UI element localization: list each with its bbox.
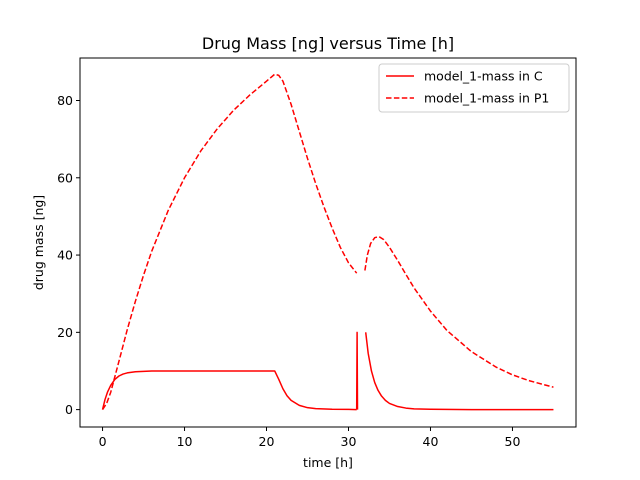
- x-tick-label: 50: [505, 434, 521, 449]
- plot-area-frame: [79, 57, 577, 428]
- legend: model_1-mass in C model_1-mass in P1: [378, 63, 570, 113]
- x-tick-label: 40: [423, 434, 439, 449]
- x-tick-label: 20: [259, 434, 275, 449]
- series-1-line-segment-1: [101, 370, 357, 411]
- legend-box: [378, 63, 570, 113]
- legend-label-c: model_1-mass in C: [424, 69, 543, 84]
- y-axis-label: drug mass [ng]: [31, 195, 46, 290]
- x-tick-label: 30: [341, 434, 357, 449]
- x-tick-label: 0: [99, 434, 107, 449]
- series-1-line-segment-2: [355, 331, 359, 410]
- y-tick-label: 20: [57, 325, 73, 340]
- y-tick-label: 0: [65, 402, 73, 417]
- y-tick-label: 60: [57, 170, 73, 185]
- x-axis-ticks: 0 10 20 30 40 50: [99, 427, 521, 449]
- y-axis-ticks: 0 20 40 60 80: [57, 93, 80, 417]
- x-tick-label: 10: [177, 434, 193, 449]
- y-tick-label: 80: [57, 93, 73, 108]
- chart-title: Drug Mass [ng] versus Time [h]: [202, 34, 454, 53]
- series-1-line-segment-3: [364, 332, 554, 411]
- x-axis-label: time [h]: [303, 455, 353, 470]
- legend-label-p1: model_1-mass in P1: [424, 91, 549, 106]
- y-tick-label: 40: [57, 248, 73, 263]
- plot-lines: [101, 73, 554, 411]
- series-2-line-segment-2: [364, 235, 554, 388]
